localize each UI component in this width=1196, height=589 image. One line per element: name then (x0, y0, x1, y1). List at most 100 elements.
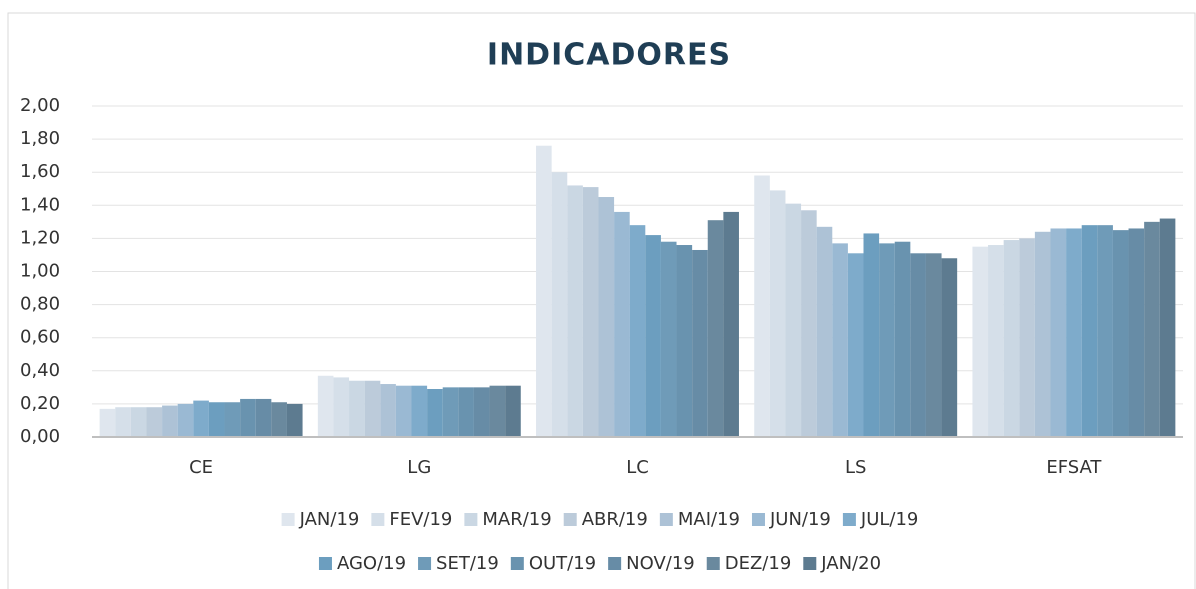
legend-swatch (281, 513, 295, 526)
bar (177, 403, 194, 437)
bar (1003, 240, 1020, 437)
bar (130, 407, 147, 437)
legend-swatch (318, 557, 332, 570)
bar (754, 175, 770, 437)
bar (1112, 230, 1129, 437)
legend-swatch (464, 513, 478, 526)
y-tick-label: 1,60 (20, 161, 60, 182)
y-tick-label: 0,40 (20, 360, 60, 381)
legend-label: AGO/19 (337, 553, 406, 574)
legend-label: NOV/19 (626, 553, 695, 574)
legend-swatch (751, 513, 765, 526)
bar (427, 389, 443, 437)
bar (941, 258, 958, 437)
legend-label: OUT/19 (529, 553, 596, 574)
legend-label: JAN/19 (299, 509, 360, 530)
legend-label: JUN/19 (769, 509, 831, 530)
bar (816, 226, 833, 437)
bar (1159, 218, 1176, 437)
bar (489, 385, 506, 437)
bar (629, 225, 646, 437)
x-tick-label: CE (189, 457, 213, 478)
bar (972, 246, 989, 437)
x-tick-label: LS (845, 457, 866, 478)
bar (925, 253, 942, 437)
bar (271, 402, 287, 437)
bar (146, 407, 163, 437)
bar (395, 385, 412, 437)
bar (1097, 225, 1113, 437)
bar (1081, 225, 1098, 437)
bar (193, 400, 209, 437)
y-tick-label: 2,00 (20, 95, 60, 116)
legend-swatch (842, 513, 856, 526)
y-tick-label: 1,20 (20, 227, 60, 248)
bar (162, 405, 178, 437)
bar (676, 245, 693, 437)
bar (551, 172, 568, 437)
legend-label: ABR/19 (582, 509, 648, 530)
y-tick-label: 0,20 (20, 393, 60, 414)
legend-swatch (608, 557, 622, 570)
bar (286, 403, 303, 437)
x-tick-label: LG (407, 457, 431, 478)
legend-label: DEZ/19 (725, 553, 792, 574)
bar (1050, 228, 1067, 437)
bar (255, 398, 272, 437)
bar (458, 387, 474, 437)
legend-label: FEV/19 (389, 509, 452, 530)
bar (894, 241, 911, 437)
bar (723, 211, 739, 437)
bar (769, 190, 786, 437)
legend-swatch (563, 513, 577, 526)
bar (1034, 231, 1051, 437)
chart-title: INDICADORES (487, 38, 731, 73)
bar (879, 243, 895, 437)
bar (240, 398, 256, 437)
bar (614, 211, 630, 437)
bar (364, 380, 381, 437)
bar (380, 384, 396, 437)
bar (785, 203, 802, 437)
y-tick-label: 0,80 (20, 294, 60, 315)
bar (224, 402, 241, 437)
bar (847, 253, 864, 437)
x-tick-label: LC (626, 457, 649, 478)
y-tick-label: 0,60 (20, 327, 60, 348)
bar (349, 380, 365, 437)
bar (317, 375, 334, 437)
legend-swatch (418, 557, 432, 570)
y-tick-label: 1,40 (20, 194, 60, 215)
bar (99, 408, 116, 437)
bar (1066, 228, 1082, 437)
bar (598, 197, 615, 437)
bar (536, 145, 552, 437)
legend-label: JAN/20 (820, 553, 881, 574)
y-tick-label: 1,80 (20, 128, 60, 149)
legend-label: MAI/19 (678, 509, 740, 530)
bar (115, 407, 131, 437)
legend-label: JUL/19 (860, 509, 918, 530)
bar (582, 187, 599, 437)
bar (707, 220, 724, 437)
bar (567, 185, 583, 437)
bar (692, 249, 708, 437)
legend-label: MAR/19 (482, 509, 551, 530)
x-tick-label: EFSAT (1046, 457, 1102, 478)
legend-swatch (706, 557, 720, 570)
bar (910, 253, 926, 437)
bar (660, 241, 677, 437)
bar (863, 233, 880, 437)
y-tick-label: 1,00 (20, 261, 60, 282)
bar (645, 235, 661, 437)
bar (832, 243, 848, 437)
legend-swatch (371, 513, 385, 526)
bar (442, 387, 459, 437)
bar (1128, 228, 1145, 437)
bar (473, 387, 490, 437)
legend-swatch (659, 513, 673, 526)
bar (208, 402, 225, 437)
legend-swatch (803, 557, 817, 570)
bar (988, 245, 1004, 437)
